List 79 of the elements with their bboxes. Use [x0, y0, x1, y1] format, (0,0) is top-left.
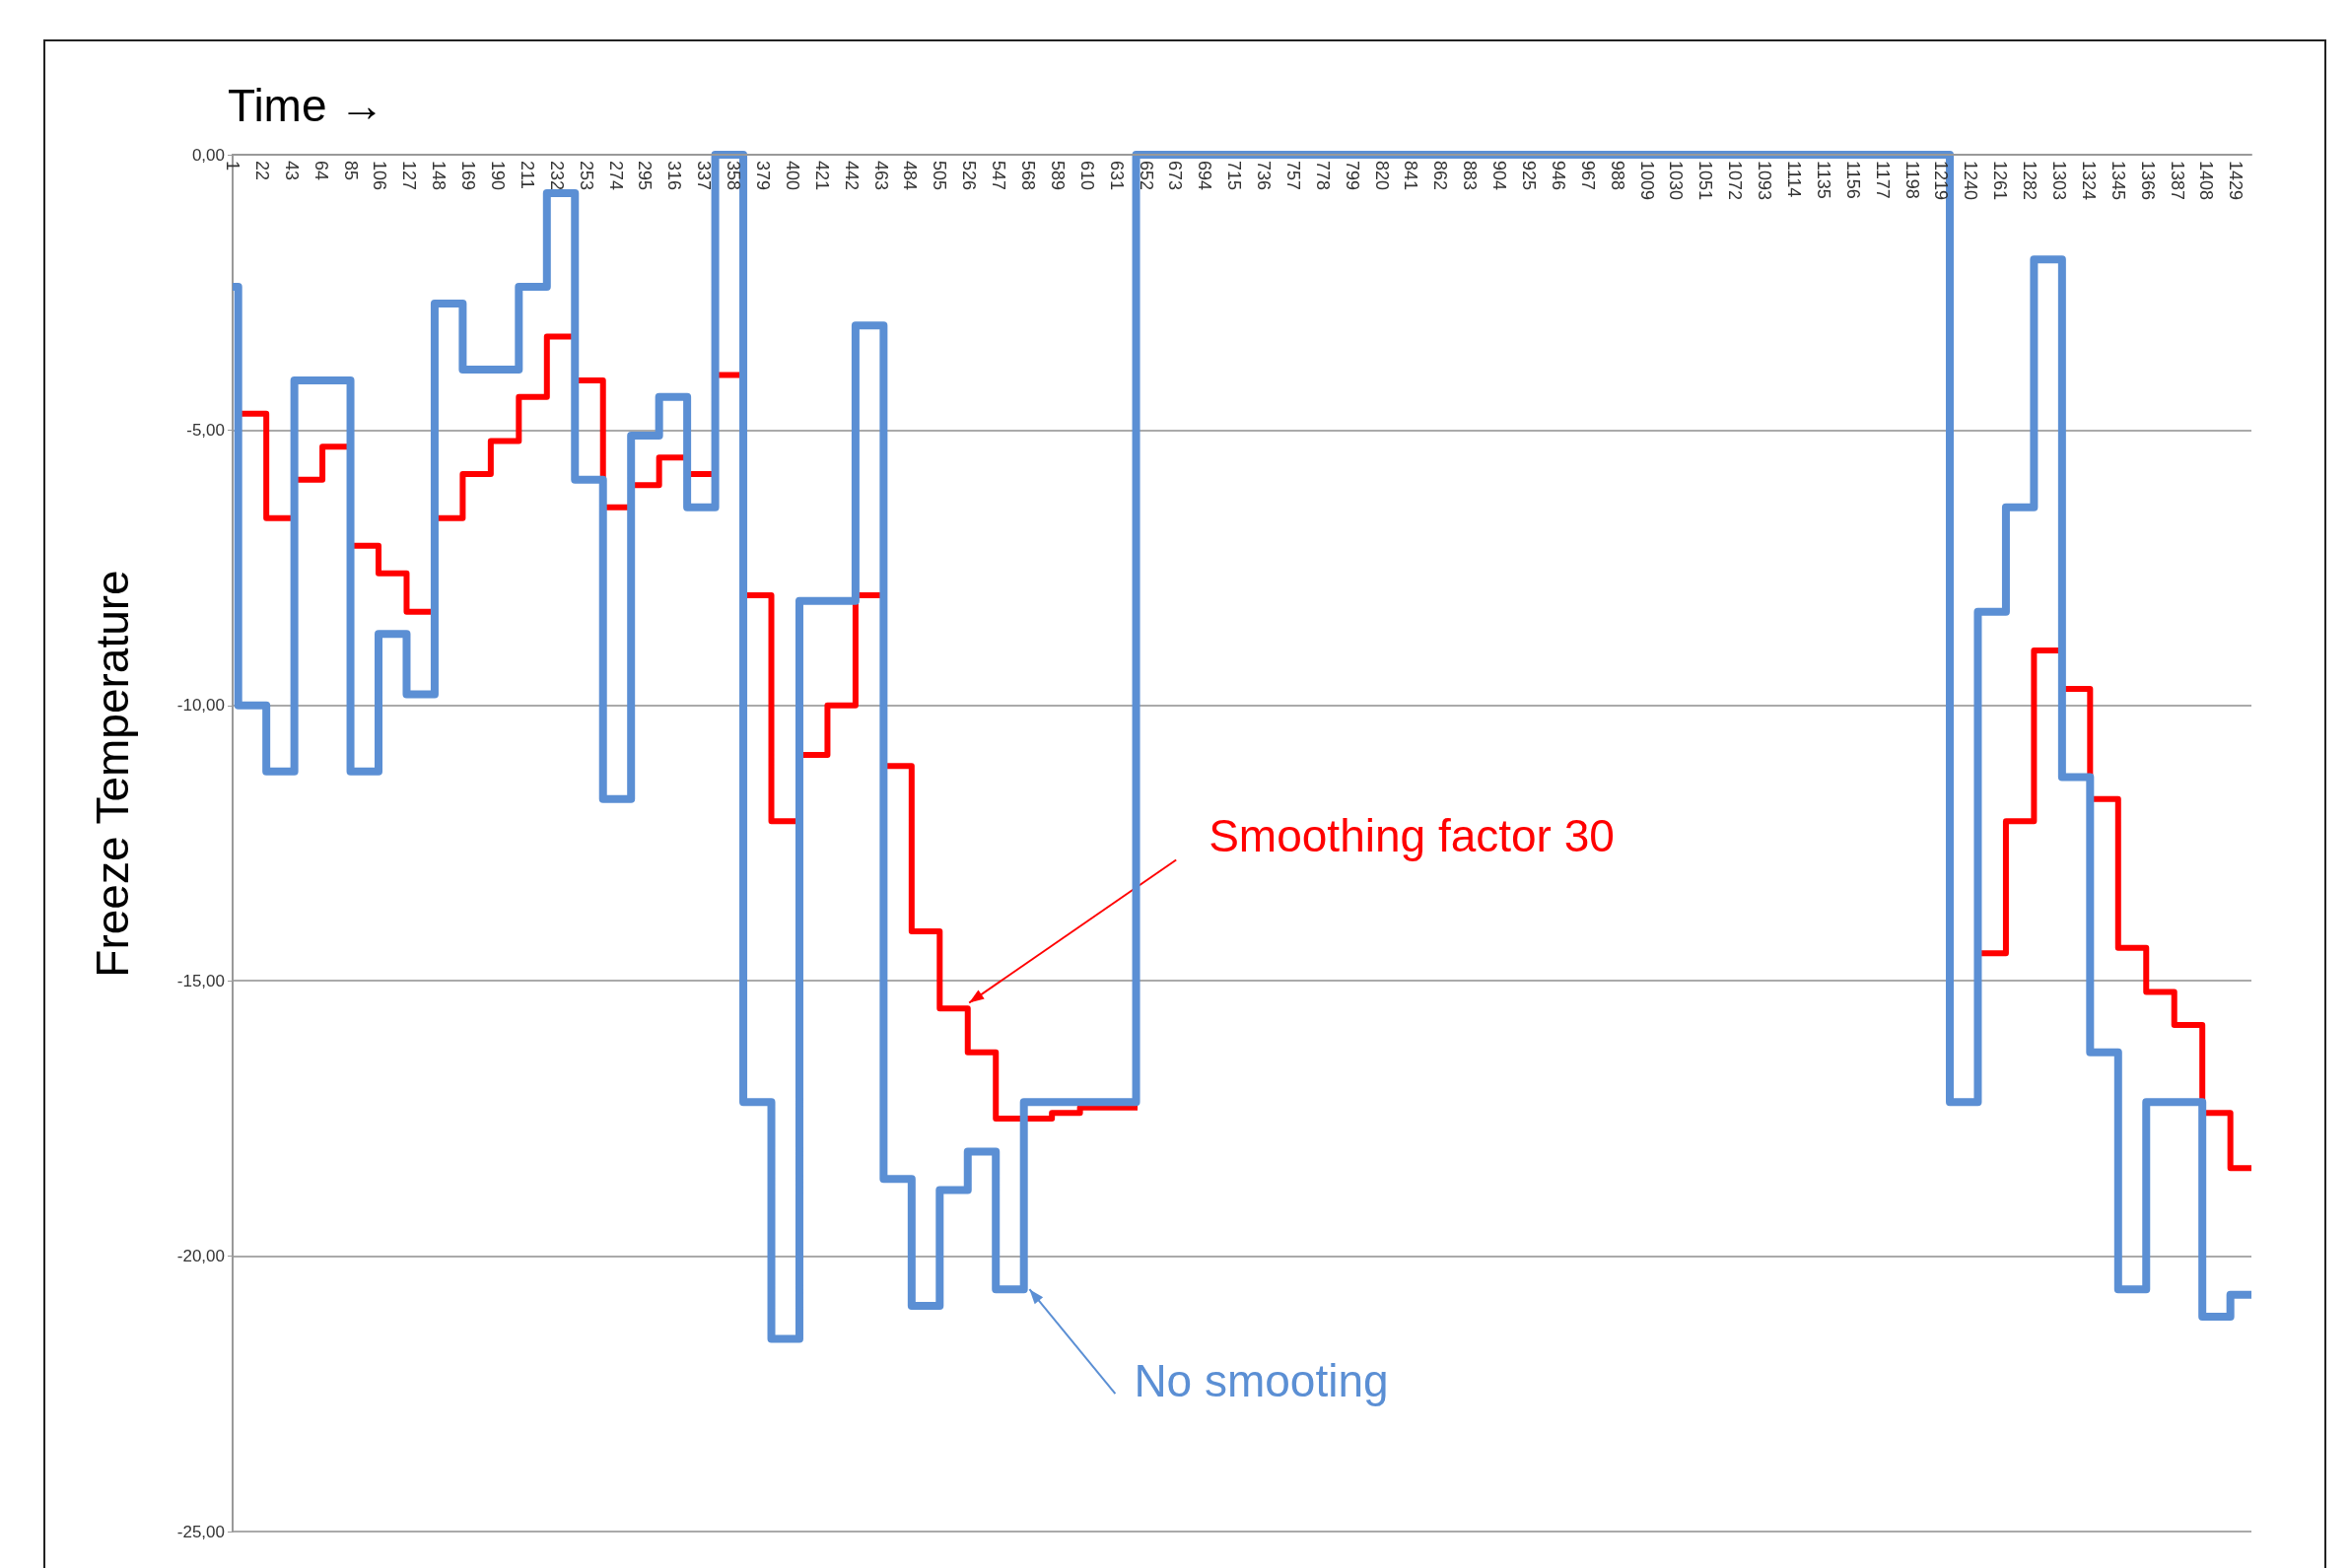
y-tick-label: -5,00 — [186, 420, 225, 440]
y-tick-label: -10,00 — [176, 696, 225, 716]
x-tick-label: 673 — [1165, 161, 1186, 191]
x-tick-label: 379 — [752, 161, 773, 191]
x-tick-label: 337 — [694, 161, 715, 191]
x-tick-label: 1429 — [2226, 161, 2246, 201]
y-tick-label: 0,00 — [191, 145, 225, 165]
x-tick-label: 1198 — [1901, 161, 1922, 199]
x-tick-label: 358 — [724, 161, 744, 191]
x-tick-label: 1219 — [1931, 161, 1952, 201]
x-tick-label: 841 — [1401, 161, 1421, 191]
x-tick-label: 253 — [576, 161, 596, 191]
x-tick-label: 43 — [281, 161, 302, 181]
x-tick-label: 568 — [1017, 161, 1038, 191]
y-axis-title: Freeze Temperature — [86, 570, 139, 978]
x-tick-label: 925 — [1519, 161, 1540, 191]
x-tick-label: 1072 — [1725, 161, 1746, 201]
x-tick-label: 505 — [930, 161, 950, 191]
x-tick-label: 1051 — [1695, 161, 1716, 201]
x-tick-label: 652 — [1136, 161, 1156, 191]
x-tick-label: 547 — [989, 161, 1009, 191]
x-axis-title: Time → — [228, 79, 385, 132]
x-tick-label: 169 — [458, 161, 479, 191]
x-tick-label: 1324 — [2078, 161, 2099, 201]
x-tick-label: 904 — [1489, 161, 1510, 191]
x-tick-label: 148 — [429, 161, 449, 191]
x-tick-label: 799 — [1342, 161, 1362, 191]
x-tick-label: 190 — [487, 161, 508, 191]
x-tick-label: 211 — [517, 161, 537, 189]
x-tick-label: 778 — [1312, 161, 1333, 191]
x-tick-label: 820 — [1371, 161, 1392, 191]
x-tick-label: 1345 — [2108, 161, 2128, 201]
x-tick-label: 106 — [370, 161, 390, 191]
x-tick-label: 526 — [959, 161, 980, 191]
x-tick-label: 442 — [841, 161, 862, 191]
x-tick-label: 694 — [1195, 161, 1215, 191]
x-tick-label: 1387 — [2167, 161, 2187, 201]
x-tick-label: 1261 — [1990, 161, 2011, 201]
x-tick-label: 1282 — [2020, 161, 2040, 201]
x-tick-label: 295 — [635, 161, 656, 191]
x-tick-label: 127 — [399, 161, 420, 191]
x-tick-label: 988 — [1607, 161, 1627, 191]
x-tick-label: 22 — [251, 161, 272, 181]
x-tick-label: 1303 — [2049, 161, 2070, 201]
x-tick-label: 1114 — [1784, 161, 1805, 198]
x-tick-label: 883 — [1460, 161, 1481, 191]
x-tick-label: 757 — [1282, 161, 1303, 191]
x-tick-label: 1408 — [2196, 161, 2217, 201]
y-tick-label: -25,00 — [176, 1522, 225, 1541]
x-tick-label: 1156 — [1842, 161, 1863, 199]
x-tick-label: 610 — [1076, 161, 1097, 191]
x-tick-label: 967 — [1577, 161, 1598, 191]
x-tick-label: 1093 — [1755, 161, 1775, 201]
x-tick-label: 1366 — [2137, 161, 2158, 201]
x-tick-label: 1240 — [1961, 161, 1981, 201]
y-tick-label: -15,00 — [176, 971, 225, 990]
x-tick-label: 232 — [546, 161, 567, 191]
x-tick-label: 715 — [1224, 161, 1245, 191]
x-tick-label: 85 — [340, 161, 361, 181]
x-tick-label: 946 — [1548, 161, 1568, 191]
annotation: No smooting — [1134, 1355, 1389, 1407]
x-tick-label: 862 — [1430, 161, 1451, 191]
x-tick-label: 1177 — [1872, 161, 1893, 199]
x-tick-label: 589 — [1047, 161, 1068, 191]
annotation: Smoothing factor 30 — [1209, 809, 1615, 861]
x-tick-label: 1009 — [1636, 161, 1657, 201]
x-tick-label: 631 — [1106, 161, 1127, 191]
x-tick-label: 463 — [870, 161, 891, 191]
x-tick-label: 400 — [782, 161, 802, 191]
x-tick-label: 316 — [664, 161, 685, 191]
y-tick-label: -20,00 — [176, 1247, 225, 1266]
x-tick-label: 64 — [311, 161, 331, 181]
x-tick-label: 274 — [605, 161, 626, 191]
x-tick-label: 1135 — [1813, 161, 1833, 199]
x-tick-label: 736 — [1254, 161, 1275, 191]
x-tick-label: 1030 — [1666, 161, 1687, 201]
x-tick-label: 421 — [811, 161, 832, 191]
x-tick-label: 484 — [900, 161, 921, 191]
x-tick-label: 1 — [223, 161, 242, 171]
